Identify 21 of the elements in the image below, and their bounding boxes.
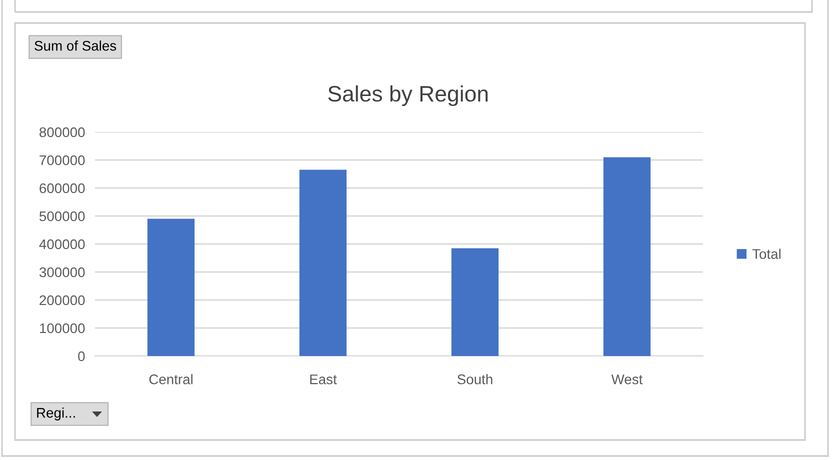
text: Sum of Sales	[34, 40, 116, 51]
y-tick-label: 500000	[39, 211, 85, 222]
y-tick-label: 0	[78, 351, 85, 362]
y-tick-label: 700000	[40, 155, 85, 166]
y-tick-label: 300000	[39, 267, 85, 278]
legend-label: Total	[752, 248, 780, 259]
x-tick-label: Central	[149, 374, 192, 384]
bar	[603, 157, 651, 356]
x-tick-label: East	[310, 374, 337, 384]
y-tick-label: 100000	[40, 323, 85, 334]
y-tick-label: 600000	[40, 183, 85, 194]
y-tick-label: 800000	[40, 127, 85, 138]
bar	[299, 170, 347, 356]
y-tick-label: 200000	[40, 295, 85, 306]
bar	[147, 218, 195, 356]
x-tick-label: South	[457, 374, 492, 384]
text: Regi...	[37, 408, 75, 420]
x-tick-label: West	[611, 374, 643, 384]
chart-title: Sales by Region	[328, 85, 488, 106]
bar	[451, 248, 499, 356]
y-tick-label: 400000	[39, 239, 85, 250]
